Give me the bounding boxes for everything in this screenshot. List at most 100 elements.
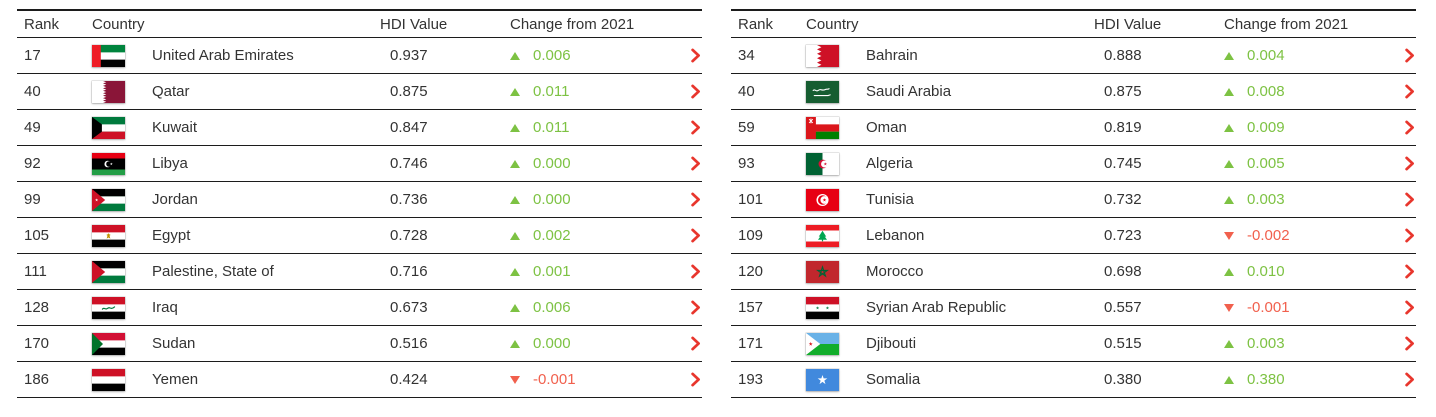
country-row[interactable]: 111 Palestine, State of 0.716 0.001 [17, 254, 702, 290]
country-row[interactable]: 92 Libya 0.746 0.000 [17, 146, 702, 182]
chevron-right-icon[interactable] [690, 192, 701, 207]
chevron-right-icon[interactable] [690, 48, 701, 63]
chevron-right-icon[interactable] [690, 372, 701, 387]
country-row[interactable]: 59 Oman 0.819 0.009 [731, 110, 1416, 146]
country-row[interactable]: 157 Syrian Arab Republic 0.557 -0.001 [731, 290, 1416, 326]
change-value: 0.003 [1247, 335, 1285, 352]
change-value: 0.006 [533, 47, 571, 64]
rank-value: 111 [24, 263, 47, 280]
row-link[interactable] [674, 372, 702, 387]
hdi-value: 0.673 [390, 299, 428, 316]
chevron-right-icon[interactable] [690, 264, 701, 279]
row-link[interactable] [1388, 228, 1416, 243]
country-row[interactable]: 193 Somalia 0.380 0.380 [731, 362, 1416, 398]
up-triangle-icon [510, 51, 520, 60]
country-row[interactable]: 40 Qatar 0.875 0.011 [17, 74, 702, 110]
hdi-value: 0.746 [390, 155, 428, 172]
country-row[interactable]: 49 Kuwait 0.847 0.011 [17, 110, 702, 146]
chevron-right-icon[interactable] [1404, 48, 1415, 63]
country-row[interactable]: 128 Iraq 0.673 0.006 [17, 290, 702, 326]
row-link[interactable] [1388, 84, 1416, 99]
row-link[interactable] [1388, 120, 1416, 135]
up-triangle-icon [510, 231, 520, 240]
country-name: Tunisia [866, 191, 914, 208]
change-value: 0.011 [533, 119, 570, 136]
somalia-flag-icon [806, 368, 839, 391]
country-row[interactable]: 101 Tunisia 0.732 0.003 [731, 182, 1416, 218]
table-header-row: Rank Country HDI Value Change from 2021 [17, 9, 702, 38]
oman-flag-icon [806, 116, 839, 139]
change-value: 0.002 [533, 227, 571, 244]
country-name: Somalia [866, 371, 921, 388]
row-link[interactable] [674, 192, 702, 207]
egypt-flag-icon [92, 224, 125, 247]
country-name: Kuwait [152, 119, 198, 136]
libya-flag-icon [92, 152, 125, 175]
hdi-table-right: Rank Country HDI Value Change from 2021 … [731, 9, 1416, 398]
up-triangle-icon [510, 267, 520, 276]
country-name: Syrian Arab Republic [866, 299, 1007, 316]
rank-value: 40 [24, 83, 41, 100]
chevron-right-icon[interactable] [1404, 156, 1415, 171]
iraq-flag-icon [92, 296, 125, 319]
rank-value: 120 [738, 263, 764, 280]
chevron-right-icon[interactable] [1404, 264, 1415, 279]
change-from-2021: 0.000 [506, 335, 674, 352]
hdi-value: 0.937 [390, 47, 428, 64]
change-from-2021: 0.003 [1220, 335, 1388, 352]
rank-value: 109 [738, 227, 764, 244]
chevron-right-icon[interactable] [690, 300, 701, 315]
row-link[interactable] [1388, 192, 1416, 207]
row-link[interactable] [674, 156, 702, 171]
country-row[interactable]: 99 Jordan 0.736 0.000 [17, 182, 702, 218]
row-link[interactable] [674, 120, 702, 135]
row-link[interactable] [674, 48, 702, 63]
chevron-right-icon[interactable] [1404, 120, 1415, 135]
row-link[interactable] [1388, 264, 1416, 279]
country-row[interactable]: 109 Lebanon 0.723 -0.002 [731, 218, 1416, 254]
row-link[interactable] [674, 84, 702, 99]
hdi-value: 0.736 [390, 191, 428, 208]
chevron-right-icon[interactable] [1404, 228, 1415, 243]
chevron-right-icon[interactable] [690, 228, 701, 243]
country-row[interactable]: 170 Sudan 0.516 0.000 [17, 326, 702, 362]
chevron-right-icon[interactable] [690, 336, 701, 351]
row-link[interactable] [1388, 156, 1416, 171]
hdi-ranking-tables: Rank Country HDI Value Change from 2021 … [17, 9, 1416, 398]
row-link[interactable] [1388, 300, 1416, 315]
rank-value: 193 [738, 371, 764, 388]
chevron-right-icon[interactable] [1404, 192, 1415, 207]
chevron-right-icon[interactable] [690, 156, 701, 171]
change-from-2021: -0.001 [506, 371, 674, 388]
chevron-right-icon[interactable] [690, 84, 701, 99]
row-link[interactable] [674, 264, 702, 279]
change-from-2021: 0.005 [1220, 155, 1388, 172]
hdi-value: 0.723 [1104, 227, 1142, 244]
row-link[interactable] [1388, 372, 1416, 387]
country-row[interactable]: 93 Algeria 0.745 0.005 [731, 146, 1416, 182]
row-link[interactable] [674, 228, 702, 243]
country-name: United Arab Emirates [152, 47, 294, 64]
rank-value: 17 [24, 47, 41, 64]
change-from-2021: 0.000 [506, 191, 674, 208]
chevron-right-icon[interactable] [1404, 372, 1415, 387]
change-from-2021: -0.001 [1220, 299, 1388, 316]
country-row[interactable]: 40 Saudi Arabia 0.875 0.008 [731, 74, 1416, 110]
row-link[interactable] [674, 336, 702, 351]
country-row[interactable]: 34 Bahrain 0.888 0.004 [731, 38, 1416, 74]
country-row[interactable]: 120 Morocco 0.698 0.010 [731, 254, 1416, 290]
row-link[interactable] [1388, 336, 1416, 351]
chevron-right-icon[interactable] [690, 120, 701, 135]
country-row[interactable]: 17 United Arab Emirates 0.937 0.006 [17, 38, 702, 74]
country-row[interactable]: 186 Yemen 0.424 -0.001 [17, 362, 702, 398]
chevron-right-icon[interactable] [1404, 84, 1415, 99]
change-from-2021: 0.011 [506, 83, 674, 100]
change-from-2021: 0.006 [506, 47, 674, 64]
row-link[interactable] [674, 300, 702, 315]
row-link[interactable] [1388, 48, 1416, 63]
chevron-right-icon[interactable] [1404, 336, 1415, 351]
country-row[interactable]: 105 Egypt 0.728 0.002 [17, 218, 702, 254]
chevron-right-icon[interactable] [1404, 300, 1415, 315]
country-row[interactable]: 171 Djibouti 0.515 0.003 [731, 326, 1416, 362]
rank-column-header: Rank [24, 15, 60, 33]
